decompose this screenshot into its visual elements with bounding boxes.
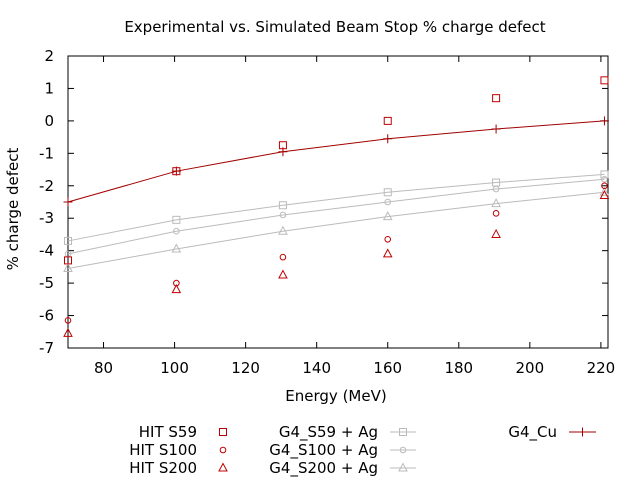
square-point [219,428,227,436]
triangle-point [278,225,288,235]
triangle-point [63,262,73,273]
y-axis-label: % charge defect [4,147,22,270]
plus-point [491,124,501,134]
triangle-point [491,228,501,238]
series-g4-cu [63,116,609,207]
triangle-point [599,189,610,200]
series-hit-s100 [64,182,608,324]
plus-point [578,427,587,437]
circle-point [492,185,500,193]
square-point [64,236,72,245]
plus-point [63,197,73,207]
x-tick-label: 100 [160,359,189,377]
triangle-point [278,269,288,279]
circle-point [399,446,407,454]
triangle-point [398,462,408,472]
circle-point [601,182,608,190]
series-g4-s100-ag [64,175,608,258]
circle-point [64,317,72,324]
square-point [383,188,392,197]
x-tick-label: 200 [516,359,545,377]
plus-point [599,116,609,126]
square-point [600,76,609,85]
plot-frame [67,55,609,349]
triangle-point [491,198,501,208]
circle-point [384,236,392,243]
y-tick-label: -2 [39,177,54,195]
triangle-point [63,327,73,337]
legend-label: HIT S59 [139,423,197,441]
y-tick-label: 2 [44,47,54,65]
x-tick-label: 160 [373,359,402,377]
triangle-point [171,284,182,294]
legend-label: G4_Cu [508,423,557,442]
triangle-point [218,462,228,472]
y-tick-label: -6 [39,307,54,325]
y-tick-label: 1 [44,79,54,97]
square-point [278,141,287,150]
y-tick-label: -4 [39,242,54,260]
x-axis-label: Energy (MeV) [285,387,386,405]
legend-label: G4_S200 + Ag [269,459,378,478]
square-point [383,116,392,125]
circle-point [279,253,287,261]
circle-point [219,446,227,454]
legend-label: HIT S100 [129,441,197,459]
square-point [600,170,609,179]
circle-point [601,175,608,183]
y-tick-label: -5 [39,274,54,292]
x-tick-label: 140 [302,359,331,377]
plot-border [67,55,609,349]
y-tick-label: -7 [39,339,54,357]
triangle-point [382,248,393,258]
legend-label: G4_S100 + Ag [269,441,378,460]
plot-series [63,76,610,337]
square-point [492,94,501,103]
triangle-point [171,243,182,253]
circle-point [492,210,500,217]
axis-ticks: -7 -6 -5 -4 -3 -2 -1 0 1 2 80 100 120 140 160 180 200 220 [39,47,615,377]
series-hit-s59 [64,76,609,265]
series-line [67,191,605,270]
square-point [64,256,72,265]
y-tick-label: 0 [44,112,54,130]
square-point [172,215,181,224]
legend-label: HIT S200 [129,459,197,477]
plus-point [383,134,393,144]
x-tick-label: 220 [587,359,616,377]
y-tick-label: -3 [39,209,54,227]
triangle-point [599,186,610,196]
square-point [172,167,181,176]
circle-point [384,198,392,206]
square-point [278,201,287,210]
series-g4-s59-ag [64,170,609,245]
series-line [67,173,605,242]
x-tick-label: 80 [94,359,113,377]
square-point [399,428,407,436]
circle-point [279,211,287,219]
circle-point [173,227,180,235]
series-hit-s200 [63,189,610,337]
series-line [67,178,605,255]
x-tick-label: 120 [231,359,260,377]
x-tick-label: 180 [444,359,473,377]
series-line [67,120,605,203]
legend-label: G4_S59 + Ag [279,423,378,442]
chart-title: Experimental vs. Simulated Beam Stop % c… [124,18,545,36]
y-tick-label: -1 [39,144,54,162]
triangle-point [382,211,393,221]
series-g4-s200-ag [63,186,610,273]
